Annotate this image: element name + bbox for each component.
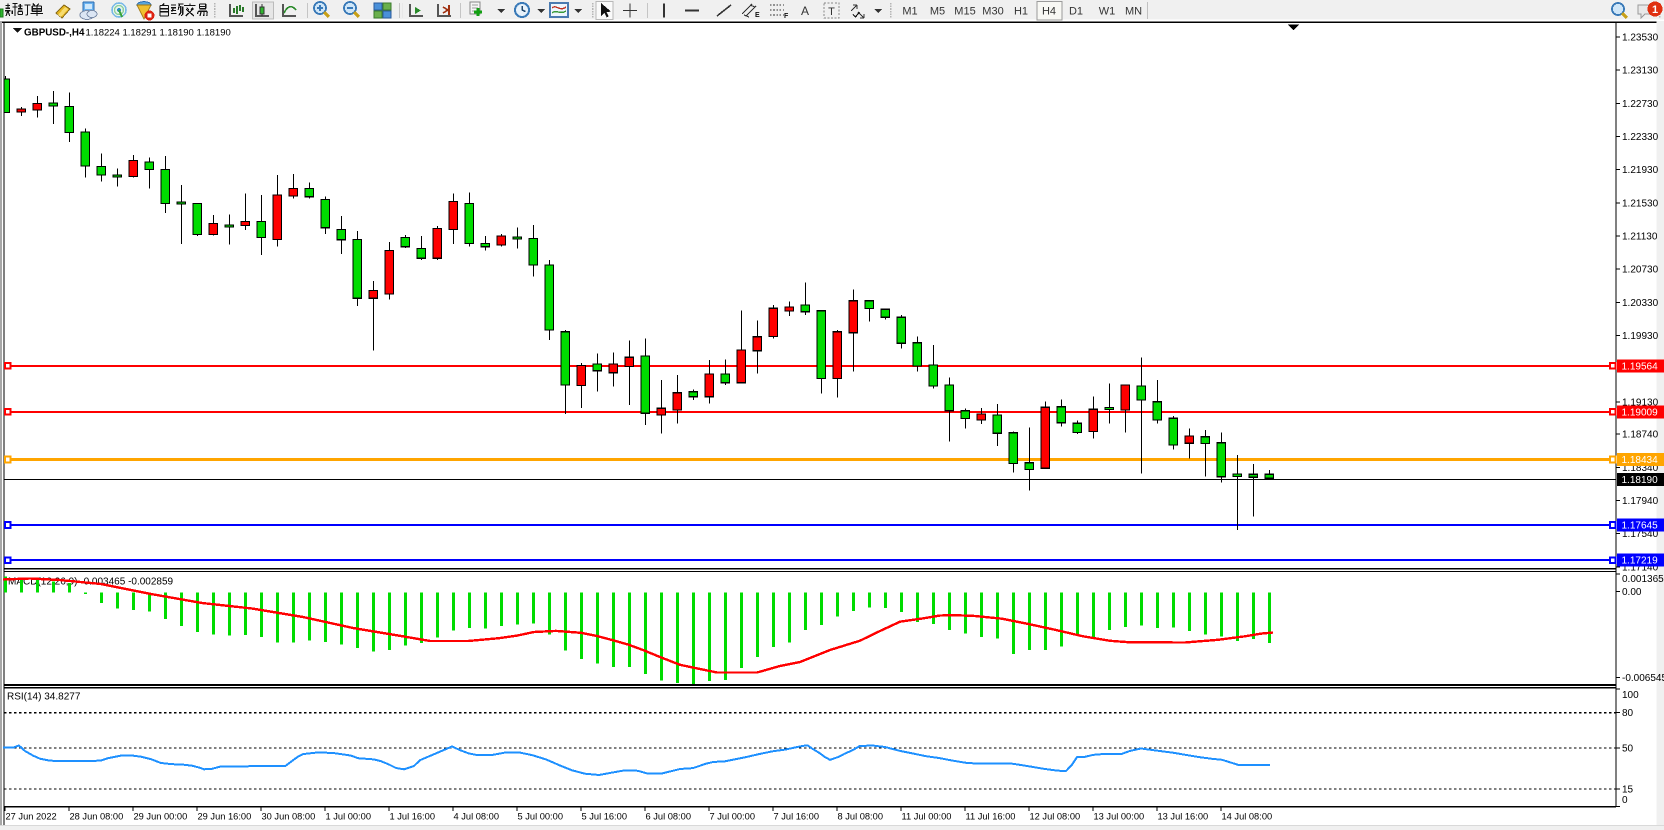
svg-text:5 Jul 16:00: 5 Jul 16:00	[582, 812, 628, 822]
svg-text:1.18190: 1.18190	[1622, 475, 1659, 486]
svg-text:E: E	[755, 12, 760, 19]
svg-text:80: 80	[1622, 708, 1634, 719]
svg-text:11 Jul 00:00: 11 Jul 00:00	[902, 812, 952, 822]
svg-text:1.22730: 1.22730	[1622, 99, 1659, 110]
svg-text:4 Jul 08:00: 4 Jul 08:00	[454, 812, 500, 822]
svg-text:T: T	[828, 6, 835, 18]
svg-text:1: 1	[1652, 4, 1658, 16]
svg-text:1.18434: 1.18434	[1622, 455, 1659, 466]
svg-text:1 Jul 00:00: 1 Jul 00:00	[326, 812, 372, 822]
svg-text:27 Jun 2022: 27 Jun 2022	[6, 812, 57, 822]
svg-text:1.17219: 1.17219	[1622, 556, 1659, 567]
svg-text:1.23530: 1.23530	[1622, 33, 1659, 44]
svg-text:50: 50	[1622, 743, 1634, 754]
svg-text:GBPUSD-,H4: GBPUSD-,H4	[24, 28, 85, 39]
svg-text:A: A	[801, 4, 809, 18]
svg-text:100: 100	[1622, 690, 1639, 701]
svg-text:M30: M30	[982, 6, 1003, 18]
svg-text:1.21530: 1.21530	[1622, 198, 1659, 209]
svg-text:7 Jul 16:00: 7 Jul 16:00	[774, 812, 820, 822]
svg-text:1 Jul 16:00: 1 Jul 16:00	[390, 812, 436, 822]
svg-text:1.17540: 1.17540	[1622, 529, 1659, 540]
svg-text:1.17940: 1.17940	[1622, 496, 1659, 507]
svg-text:1.20730: 1.20730	[1622, 265, 1659, 276]
svg-text:15: 15	[1622, 784, 1634, 795]
svg-text:H4: H4	[1042, 6, 1056, 18]
svg-text:M5: M5	[930, 6, 945, 18]
svg-text:M1: M1	[902, 6, 917, 18]
svg-text:30 Jun 08:00: 30 Jun 08:00	[262, 812, 316, 822]
svg-text:1.21930: 1.21930	[1622, 165, 1659, 176]
svg-text:5 Jul 00:00: 5 Jul 00:00	[518, 812, 564, 822]
svg-text:D1: D1	[1069, 6, 1083, 18]
svg-text:6 Jul 08:00: 6 Jul 08:00	[646, 812, 692, 822]
svg-text:MN: MN	[1125, 6, 1142, 18]
svg-text:8 Jul 08:00: 8 Jul 08:00	[838, 812, 884, 822]
svg-text:1.18340: 1.18340	[1622, 463, 1659, 474]
svg-text:H1: H1	[1014, 6, 1028, 18]
svg-text:1.20330: 1.20330	[1622, 298, 1659, 309]
svg-text:7 Jul 00:00: 7 Jul 00:00	[710, 812, 756, 822]
svg-text:29 Jun 16:00: 29 Jun 16:00	[198, 812, 252, 822]
svg-text:1.19130: 1.19130	[1622, 397, 1659, 408]
svg-text:0.001365: 0.001365	[1622, 574, 1664, 585]
svg-text:14 Jul 08:00: 14 Jul 08:00	[1222, 812, 1273, 822]
svg-text:1.18224 1.18291 1.18190 1.1819: 1.18224 1.18291 1.18190 1.18190	[86, 28, 231, 39]
svg-text:11 Jul 16:00: 11 Jul 16:00	[966, 812, 1016, 822]
svg-text:1.22330: 1.22330	[1622, 132, 1659, 143]
svg-text:W1: W1	[1099, 6, 1116, 18]
svg-text:1.17645: 1.17645	[1622, 520, 1659, 531]
svg-text:RSI(14) 34.8277: RSI(14) 34.8277	[7, 692, 81, 703]
svg-text:0.00: 0.00	[1622, 587, 1642, 598]
svg-text:1.18740: 1.18740	[1622, 430, 1659, 441]
svg-text:1.17140: 1.17140	[1622, 562, 1659, 573]
svg-text:1.21130: 1.21130	[1622, 232, 1658, 243]
svg-text:M15: M15	[954, 6, 975, 18]
svg-text:1.23130: 1.23130	[1622, 66, 1659, 77]
svg-text:28 Jun 08:00: 28 Jun 08:00	[70, 812, 124, 822]
svg-text:13 Jul 16:00: 13 Jul 16:00	[1158, 812, 1209, 822]
svg-text:-0.006545: -0.006545	[1622, 673, 1664, 684]
svg-text:13 Jul 00:00: 13 Jul 00:00	[1094, 812, 1145, 822]
svg-text:1.19930: 1.19930	[1622, 331, 1659, 342]
svg-text:1.19009: 1.19009	[1622, 407, 1659, 418]
svg-text:29 Jun 00:00: 29 Jun 00:00	[134, 812, 188, 822]
svg-text:0: 0	[1622, 795, 1628, 806]
svg-text:12 Jul 08:00: 12 Jul 08:00	[1030, 812, 1081, 822]
svg-text:1.19564: 1.19564	[1622, 361, 1659, 372]
svg-text:F: F	[784, 13, 789, 20]
